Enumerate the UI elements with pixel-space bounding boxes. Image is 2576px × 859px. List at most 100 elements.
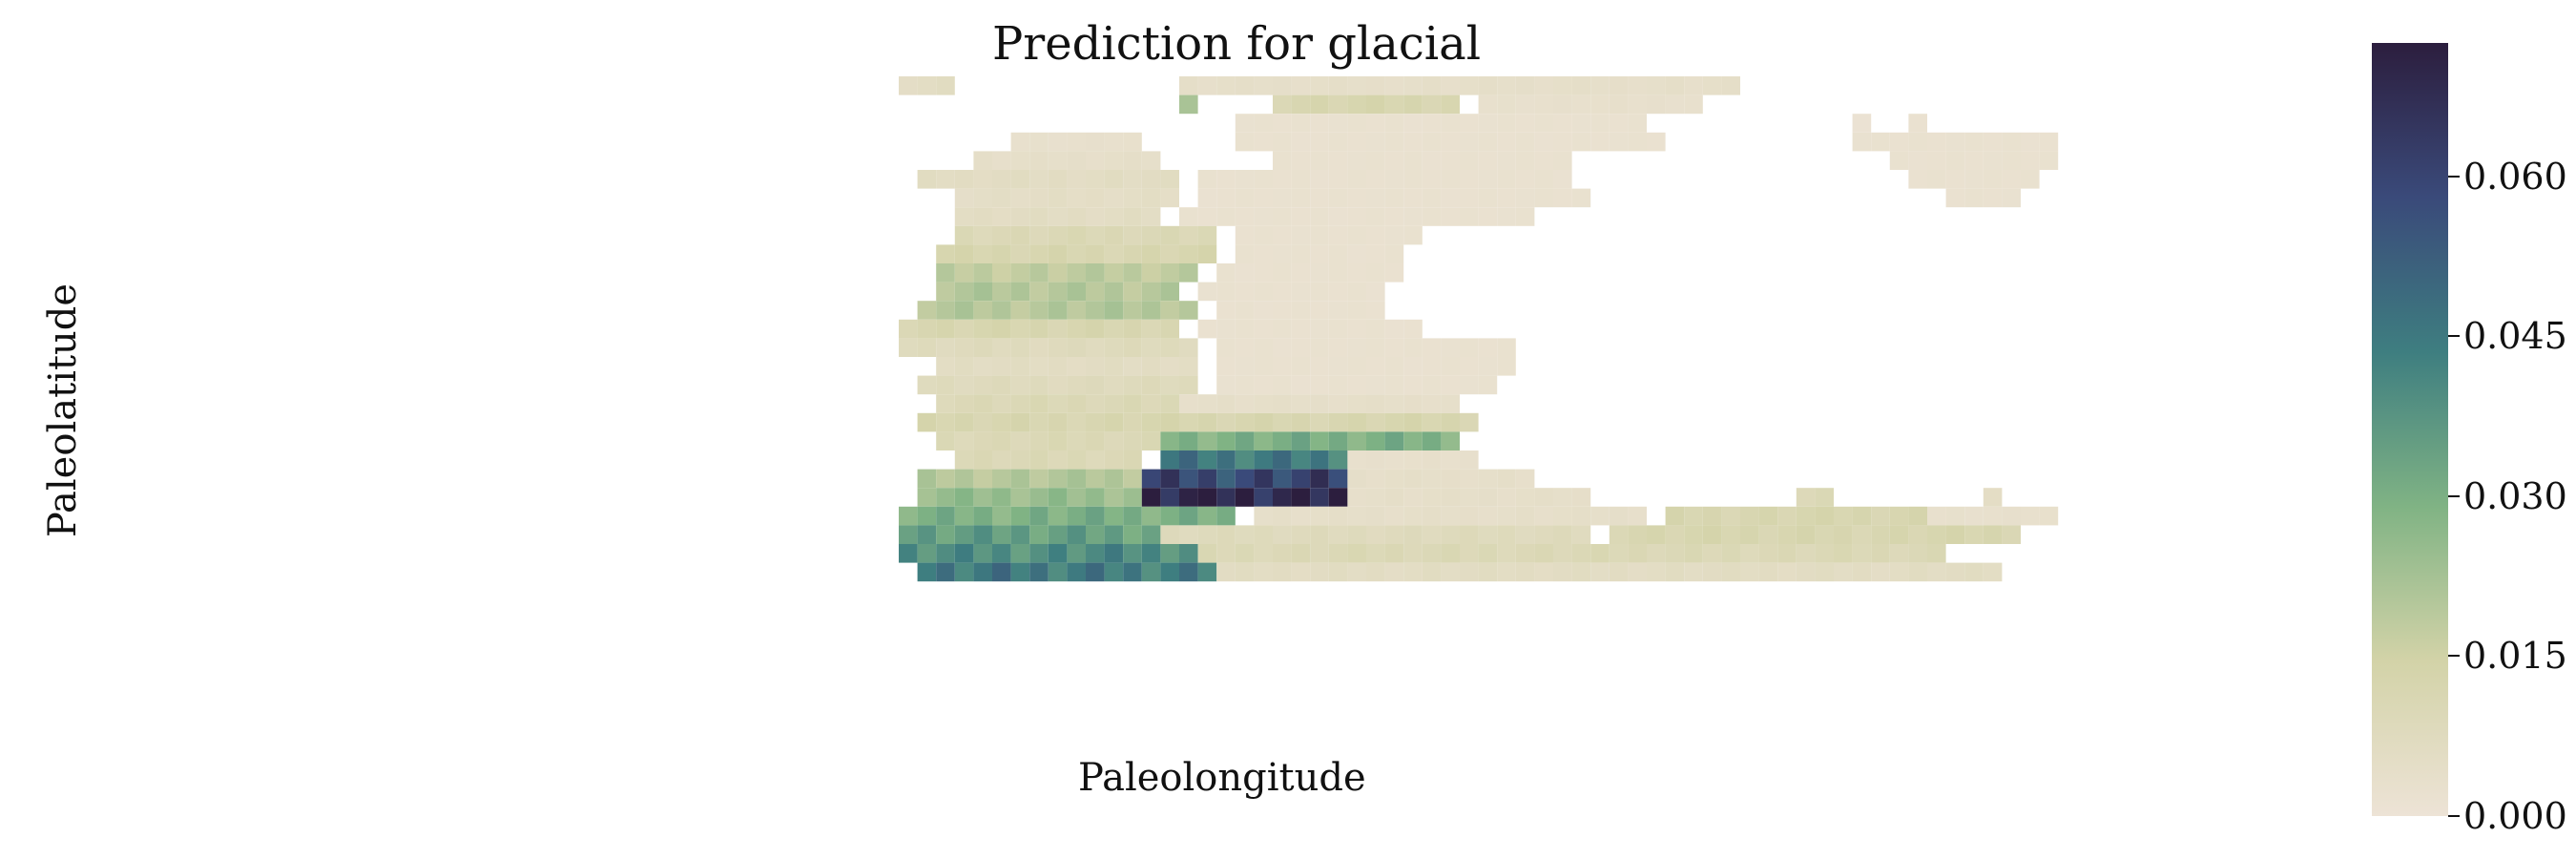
heatmap-cell (1964, 188, 1984, 208)
heatmap-cell (1366, 263, 1385, 283)
heatmap-cell (992, 244, 1011, 263)
heatmap-cell (1478, 525, 1498, 544)
heatmap-cell (1216, 207, 1236, 226)
heatmap-cell (1777, 562, 1797, 582)
heatmap-cell (992, 301, 1011, 320)
heatmap-cell (1197, 319, 1217, 339)
heatmap-cell (1273, 263, 1292, 283)
heatmap-cell (1216, 375, 1236, 395)
heatmap-cell (1384, 170, 1404, 189)
heatmap-cell (1254, 301, 1273, 320)
heatmap-cell (1403, 488, 1423, 507)
heatmap-cell (1366, 357, 1385, 376)
heatmap-cell (1478, 357, 1498, 376)
heatmap-cell (1647, 132, 1666, 152)
heatmap-cell (1422, 394, 1442, 413)
heatmap-cell (1553, 76, 1572, 95)
heatmap-cell (1347, 132, 1366, 152)
heatmap-cell (1104, 450, 1124, 470)
heatmap-cell (1553, 114, 1572, 133)
heatmap-cell (2021, 170, 2040, 189)
heatmap-cell (1945, 151, 1965, 170)
heatmap-cell (1067, 412, 1086, 432)
heatmap-cell (1123, 450, 1142, 470)
heatmap-cell (1328, 244, 1348, 263)
heatmap-cell (1123, 506, 1142, 526)
heatmap-cell (1216, 506, 1236, 526)
heatmap-cell (973, 282, 992, 302)
heatmap-cell (973, 412, 992, 432)
heatmap-cell (954, 562, 974, 582)
heatmap-cell (1067, 469, 1086, 489)
heatmap-cell (917, 544, 937, 563)
heatmap-cell (992, 375, 1011, 395)
heatmap-cell (1384, 207, 1404, 226)
heatmap-cell (1273, 450, 1292, 470)
heatmap-cell (1086, 282, 1105, 302)
heatmap-cell (1422, 114, 1442, 133)
heatmap-cell (1160, 562, 1179, 582)
heatmap-cell (1328, 76, 1348, 95)
heatmap-cell (899, 525, 918, 544)
heatmap-cell (1609, 94, 1629, 115)
heatmap-cell (917, 375, 937, 395)
heatmap-cell (1310, 506, 1329, 526)
heatmap-cell (1104, 263, 1124, 283)
colorbar-tick-label: 0.015 (2463, 635, 2567, 678)
heatmap-cell (954, 319, 974, 339)
heatmap-cell (1010, 170, 1030, 189)
heatmap-cell (1141, 263, 1161, 283)
heatmap-cell (1515, 506, 1535, 526)
heatmap-cell (1029, 450, 1049, 470)
heatmap-cell (1104, 431, 1124, 450)
heatmap-cell (1235, 544, 1255, 563)
heatmap-cell (1197, 488, 1217, 507)
heatmap-cell (1964, 132, 1984, 152)
heatmap-cell (954, 244, 974, 263)
heatmap-cell (917, 562, 937, 582)
heatmap-cell (1235, 375, 1255, 395)
heatmap-cell (1328, 469, 1348, 489)
heatmap-cell (1347, 170, 1366, 189)
heatmap-cell (1048, 562, 1068, 582)
heatmap-cell (1534, 76, 1553, 95)
heatmap-cell (1160, 412, 1179, 432)
heatmap-cell (1179, 375, 1198, 395)
heatmap-cell (1048, 188, 1068, 208)
heatmap-cell (1571, 132, 1591, 152)
heatmap-cell (1123, 525, 1142, 544)
heatmap-cell (1141, 469, 1161, 489)
heatmap-cell (1104, 562, 1124, 582)
heatmap-cell (1067, 282, 1086, 302)
heatmap-cell (1048, 225, 1068, 245)
heatmap-cell (1010, 412, 1030, 432)
heatmap-cell (1478, 151, 1498, 170)
heatmap-cell (1571, 544, 1591, 563)
heatmap-cell (1067, 562, 1086, 582)
heatmap-cell (1291, 207, 1311, 226)
heatmap-cell (1347, 488, 1366, 507)
heatmap-cell (1141, 562, 1161, 582)
heatmap-cell (1553, 544, 1572, 563)
heatmap-cell (1160, 319, 1179, 339)
heatmap-cell (936, 431, 955, 450)
heatmap-cell (1123, 132, 1142, 152)
heatmap-cell (1422, 170, 1442, 189)
heatmap-cell (1366, 225, 1385, 245)
heatmap-cell (1497, 76, 1516, 95)
heatmap-cell (1647, 562, 1666, 582)
heatmap-cell (1310, 431, 1329, 450)
heatmap-cell (1197, 506, 1217, 526)
heatmap-cell (954, 207, 974, 226)
heatmap-cell (1908, 151, 1927, 170)
colorbar-tick-label: 0.060 (2463, 155, 2567, 198)
heatmap-cell (1123, 488, 1142, 507)
heatmap-cell (1366, 244, 1385, 263)
heatmap-cell (1197, 525, 1217, 544)
heatmap-cell (1254, 488, 1273, 507)
heatmap-cell (1086, 488, 1105, 507)
heatmap-cell (1291, 76, 1311, 95)
heatmap-cell (1010, 244, 1030, 263)
heatmap-cell (1647, 525, 1666, 544)
heatmap-cell (1086, 450, 1105, 470)
